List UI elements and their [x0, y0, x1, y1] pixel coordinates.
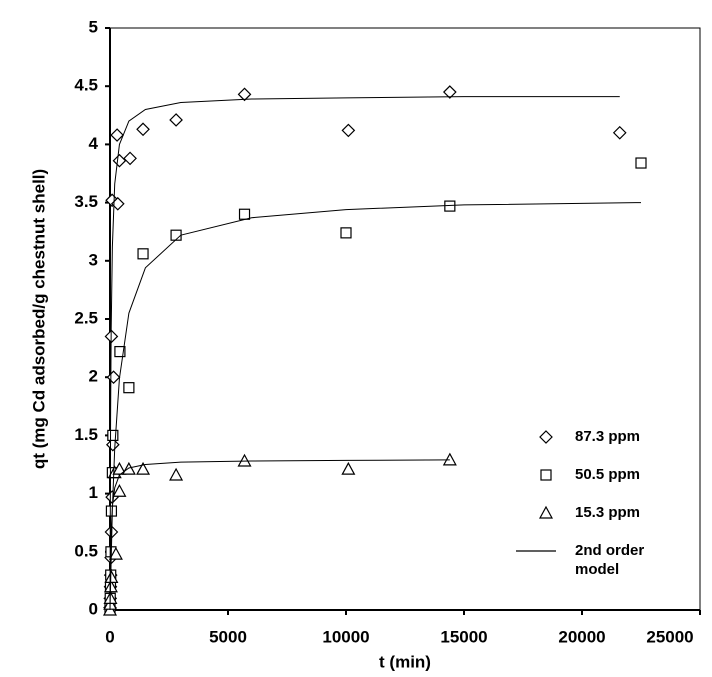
- y-tick-label: 4: [89, 134, 99, 153]
- point: [121, 461, 136, 475]
- legend-label: 87.3 ppm: [575, 428, 641, 445]
- point: [110, 128, 124, 142]
- point: [635, 157, 647, 169]
- point: [114, 345, 126, 358]
- point: [238, 208, 251, 220]
- y-tick-label: 4.5: [74, 76, 98, 95]
- point: [112, 153, 127, 168]
- x-axis-title: t (min): [379, 652, 431, 671]
- point: [137, 248, 149, 260]
- x-tick-label: 25000: [646, 627, 693, 646]
- legend-label: 2nd order model: [575, 542, 645, 578]
- point: [169, 113, 183, 127]
- model-line: [109, 96, 642, 611]
- x-tick-label: 0: [105, 627, 114, 646]
- y-tick-label: 3.5: [74, 192, 98, 211]
- y-tick-label: 0: [89, 599, 98, 618]
- point: [123, 382, 135, 394]
- point: [341, 461, 356, 475]
- point: [169, 467, 184, 481]
- y-tick-label: 2.5: [74, 308, 98, 327]
- x-tick-label: 10000: [322, 627, 369, 646]
- y-tick-label: 1.5: [74, 425, 98, 444]
- x-tick-label: 5000: [209, 627, 247, 646]
- point: [112, 461, 127, 475]
- y-tick-label: 1: [89, 483, 98, 502]
- y-tick-label: 3: [89, 250, 98, 269]
- point: [123, 151, 137, 166]
- point: [612, 125, 627, 140]
- legend-symbol: [538, 505, 554, 519]
- legend-label: 15.3 ppm: [575, 504, 641, 521]
- x-tick-label: 20000: [558, 627, 605, 646]
- y-tick-label: 2: [89, 367, 98, 386]
- y-axis-title: qt (mg Cd adsorbed/g chestnut shell): [29, 169, 48, 469]
- point: [136, 461, 151, 475]
- point: [104, 570, 119, 584]
- point: [170, 229, 182, 241]
- legend-label: 50.5 ppm: [575, 466, 641, 483]
- point: [340, 227, 352, 239]
- point: [442, 452, 457, 466]
- point: [237, 87, 252, 102]
- point: [107, 429, 119, 441]
- legend-symbol: [540, 469, 552, 481]
- point: [105, 437, 120, 452]
- y-tick-label: 5: [89, 17, 98, 36]
- point: [108, 546, 123, 560]
- point: [442, 85, 457, 99]
- point: [112, 484, 127, 497]
- point: [136, 122, 150, 137]
- point: [105, 505, 118, 517]
- y-tick-label: 0.5: [74, 541, 98, 560]
- x-tick-label: 15000: [440, 627, 487, 646]
- legend-symbol: [539, 430, 553, 444]
- plot-frame: [109, 27, 701, 611]
- point: [237, 453, 252, 467]
- point: [341, 123, 356, 138]
